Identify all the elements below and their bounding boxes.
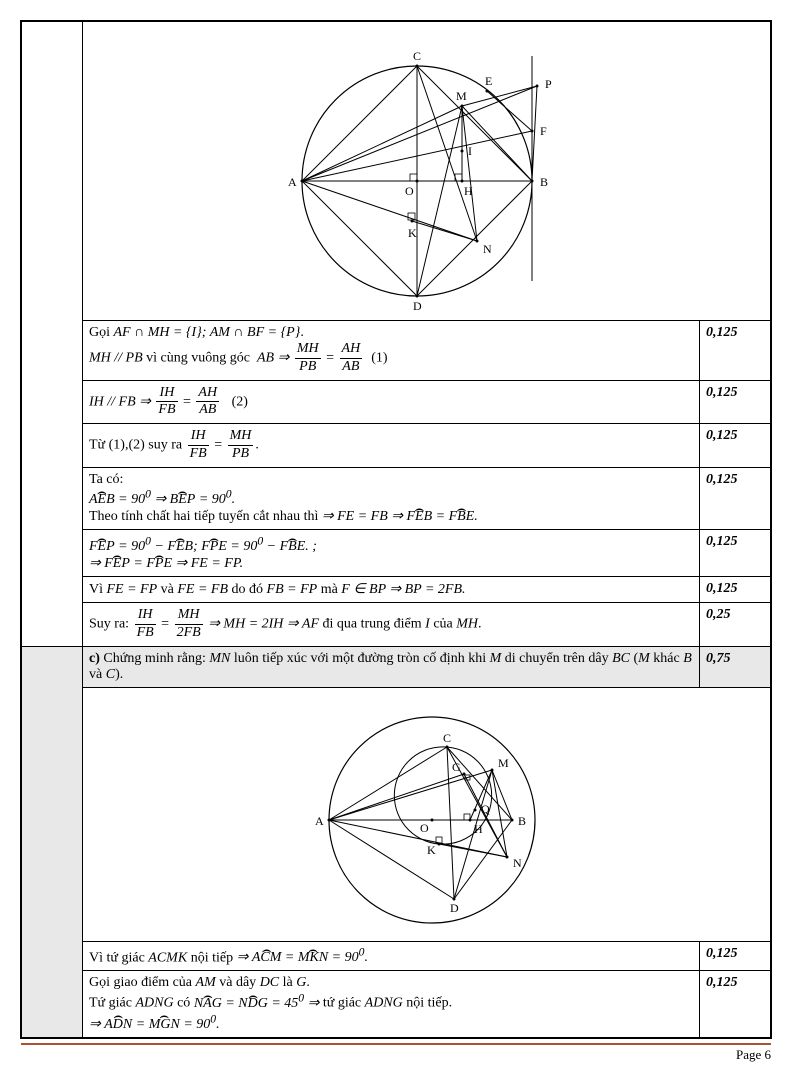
svg-text:M: M <box>498 756 509 770</box>
svg-text:D: D <box>450 901 459 915</box>
svg-text:P: P <box>545 77 552 91</box>
solution-step: Gọi giao điểm của AM và dây DC là G.Tứ g… <box>83 971 700 1037</box>
svg-text:K: K <box>408 226 417 240</box>
score-cell: 0,125 <box>700 577 771 603</box>
score-cell: 0,125 <box>700 321 771 381</box>
score-cell: 0,125 <box>700 424 771 468</box>
svg-text:A: A <box>288 175 297 189</box>
svg-text:O: O <box>405 184 414 198</box>
geometry-diagram-1: O A B C D M E F P H I K N <box>217 26 637 311</box>
svg-text:K: K <box>427 843 436 857</box>
svg-text:M: M <box>456 89 467 103</box>
solution-step: FEP = 900 − FEB; FPE = 900 − FBE. ;⇒ FEP… <box>83 530 700 577</box>
score-cell: 0,125 <box>700 530 771 577</box>
svg-text:B: B <box>540 175 548 189</box>
solution-step: Suy ra: IHFB = MH2FB ⇒ MH = 2IH ⇒ AF đi … <box>83 603 700 647</box>
svg-text:H: H <box>464 184 473 198</box>
left-margin-cell <box>22 646 83 1037</box>
svg-text:B: B <box>518 814 526 828</box>
solution-step: Vì tứ giác ACMK nội tiếp ⇒ ACM = MKN = 9… <box>83 941 700 971</box>
solution-step: Ta có:AEB = 900 ⇒ BEP = 900.Theo tính ch… <box>83 467 700 530</box>
svg-text:O: O <box>420 821 429 835</box>
solution-step: Từ (1),(2) suy ra IHFB = MHPB. <box>83 424 700 468</box>
svg-text:N: N <box>513 856 522 870</box>
score-cell: 0,125 <box>700 467 771 530</box>
svg-text:I: I <box>468 144 472 158</box>
solution-step: Gọi AF ∩ MH = {I}; AM ∩ BF = {P}.MH // P… <box>83 321 700 381</box>
svg-text:Q: Q <box>481 802 490 816</box>
diagram-cell-2: O A B C D M G QH K N <box>83 687 771 941</box>
score-cell: 0,125 <box>700 971 771 1037</box>
diagram-cell-1: O A B C D M E F P H I K N <box>83 22 771 321</box>
geometry-diagram-2: O A B C D M G QH K N <box>217 692 637 932</box>
score-cell: 0,75 <box>700 646 771 687</box>
svg-text:G: G <box>452 760 461 774</box>
svg-text:C: C <box>413 49 421 63</box>
svg-text:N: N <box>483 242 492 256</box>
score-cell: 0,25 <box>700 603 771 647</box>
svg-text:F: F <box>540 124 547 138</box>
page-number: Page 6 <box>21 1047 771 1063</box>
solution-step: Vì FE = FP và FE = FB do đó FB = FP mà F… <box>83 577 700 603</box>
svg-text:A: A <box>315 814 324 828</box>
footer-divider <box>21 1043 771 1045</box>
svg-text:H: H <box>474 822 483 836</box>
solution-step: IH // FB ⇒ IHFB = AHAB (2) <box>83 380 700 424</box>
left-margin-cell <box>22 22 83 647</box>
score-cell: 0,125 <box>700 380 771 424</box>
svg-text:D: D <box>413 299 422 311</box>
solution-step: c) Chứng minh rằng: MN luôn tiếp xúc với… <box>83 646 700 687</box>
score-cell: 0,125 <box>700 941 771 971</box>
solution-table: O A B C D M E F P H I K N Gọi AF ∩ MH = {I}; AM ∩ BF … <box>21 21 771 1038</box>
svg-text:C: C <box>443 731 451 745</box>
svg-text:E: E <box>485 74 492 88</box>
